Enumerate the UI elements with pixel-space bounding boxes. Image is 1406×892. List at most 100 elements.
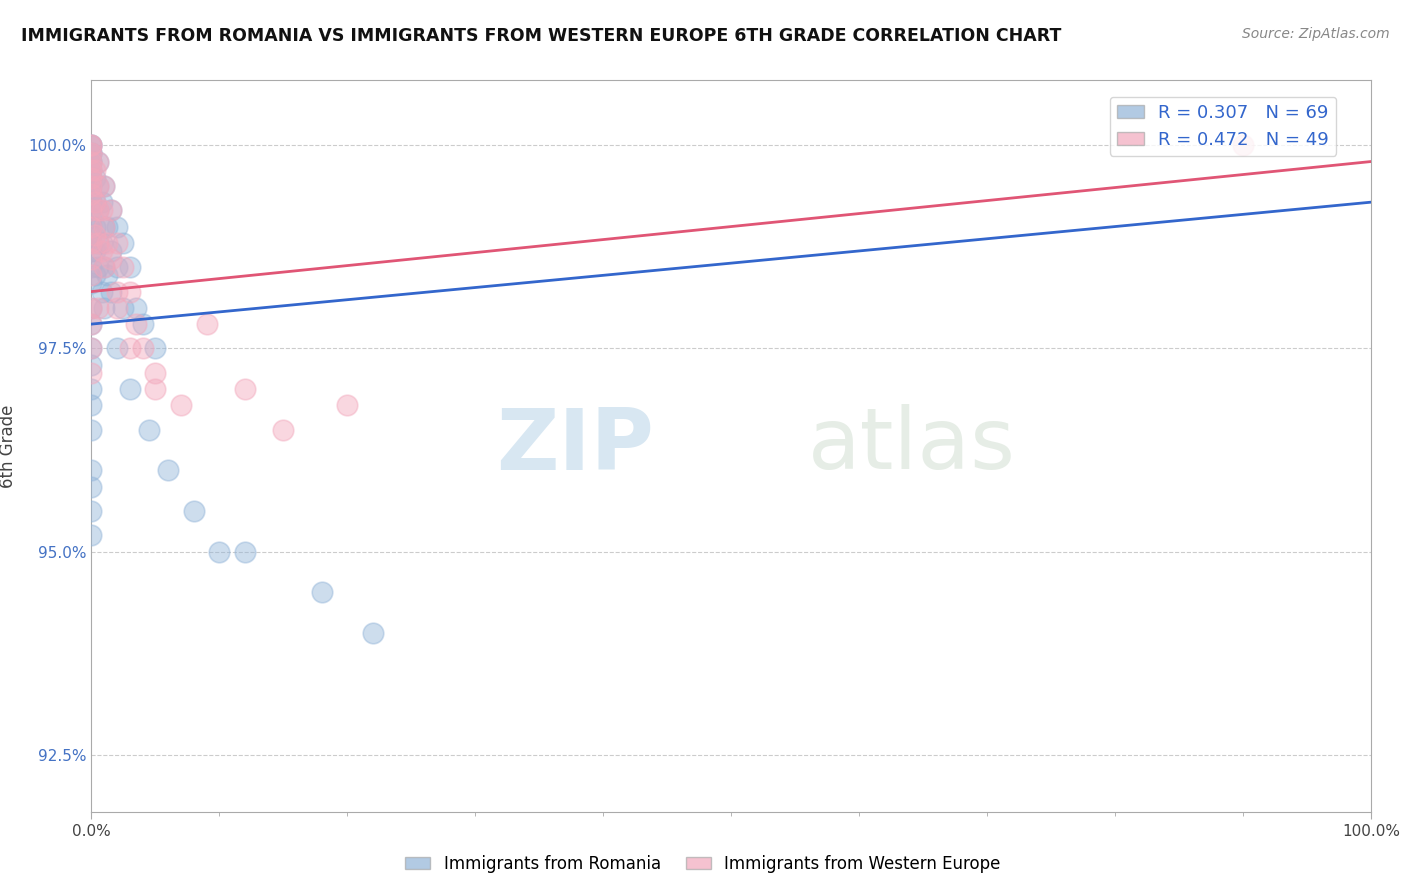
Legend: R = 0.307   N = 69, R = 0.472   N = 49: R = 0.307 N = 69, R = 0.472 N = 49: [1109, 96, 1336, 156]
Point: [80, 178, 103, 193]
Point: [93, 260, 115, 275]
Point: [80, 342, 103, 356]
Point: [80, 268, 103, 283]
Point: [93, 219, 115, 234]
Point: [80, 146, 103, 161]
Point: [87, 178, 110, 193]
Point: [100, 203, 122, 218]
Point: [80, 138, 103, 153]
Point: [170, 398, 193, 412]
Point: [87, 154, 110, 169]
Point: [145, 382, 166, 396]
Point: [80, 138, 103, 153]
Point: [105, 235, 128, 250]
Point: [100, 285, 122, 299]
Point: [118, 382, 141, 396]
Point: [80, 227, 103, 242]
Point: [87, 178, 110, 193]
Point: [93, 219, 115, 234]
Point: [80, 342, 103, 356]
Point: [361, 626, 384, 640]
Point: [93, 301, 115, 315]
Point: [112, 260, 135, 275]
Point: [90, 203, 112, 218]
Point: [93, 260, 115, 275]
Point: [87, 301, 110, 315]
Point: [80, 219, 103, 234]
Text: Source: ZipAtlas.com: Source: ZipAtlas.com: [1241, 27, 1389, 41]
Point: [145, 366, 166, 380]
Point: [87, 260, 110, 275]
Point: [208, 544, 231, 558]
Point: [80, 260, 103, 275]
Point: [80, 170, 103, 185]
Point: [105, 260, 128, 275]
Point: [80, 187, 103, 202]
Point: [112, 235, 135, 250]
Point: [93, 178, 115, 193]
Point: [80, 154, 103, 169]
Point: [90, 235, 112, 250]
Point: [118, 260, 141, 275]
Point: [105, 342, 128, 356]
Point: [80, 203, 103, 218]
Point: [80, 162, 103, 177]
Point: [80, 211, 103, 226]
Point: [80, 138, 103, 153]
Point: [80, 423, 103, 437]
Point: [311, 585, 333, 599]
Point: [87, 235, 110, 250]
Point: [80, 138, 103, 153]
Point: [80, 162, 103, 177]
Point: [118, 285, 141, 299]
Point: [84, 227, 107, 242]
Point: [80, 301, 103, 315]
Point: [100, 244, 122, 258]
Point: [131, 317, 153, 331]
Text: ZIP: ZIP: [496, 404, 654, 488]
Point: [233, 544, 256, 558]
Point: [87, 203, 110, 218]
Point: [80, 277, 103, 291]
Point: [80, 195, 103, 210]
Point: [105, 219, 128, 234]
Point: [80, 480, 103, 494]
Point: [80, 146, 103, 161]
Point: [84, 162, 107, 177]
Point: [90, 195, 112, 210]
Point: [80, 235, 103, 250]
Point: [84, 219, 107, 234]
Y-axis label: 6th Grade: 6th Grade: [0, 404, 17, 488]
Point: [80, 382, 103, 396]
Point: [96, 235, 118, 250]
Point: [80, 528, 103, 542]
Point: [80, 463, 103, 477]
Point: [90, 285, 112, 299]
Point: [80, 178, 103, 193]
Point: [80, 203, 103, 218]
Point: [93, 178, 115, 193]
Point: [80, 244, 103, 258]
Point: [138, 423, 160, 437]
Point: [183, 504, 205, 518]
Text: atlas: atlas: [808, 404, 1017, 488]
Point: [84, 170, 107, 185]
Point: [1232, 138, 1254, 153]
Point: [87, 235, 110, 250]
Point: [80, 219, 103, 234]
Point: [80, 146, 103, 161]
Point: [80, 317, 103, 331]
Point: [105, 285, 128, 299]
Point: [96, 219, 118, 234]
Point: [80, 366, 103, 380]
Point: [195, 317, 218, 331]
Point: [84, 268, 107, 283]
Point: [80, 504, 103, 518]
Point: [80, 252, 103, 266]
Point: [100, 203, 122, 218]
Point: [125, 317, 148, 331]
Point: [271, 423, 295, 437]
Point: [80, 317, 103, 331]
Point: [131, 342, 153, 356]
Point: [80, 358, 103, 372]
